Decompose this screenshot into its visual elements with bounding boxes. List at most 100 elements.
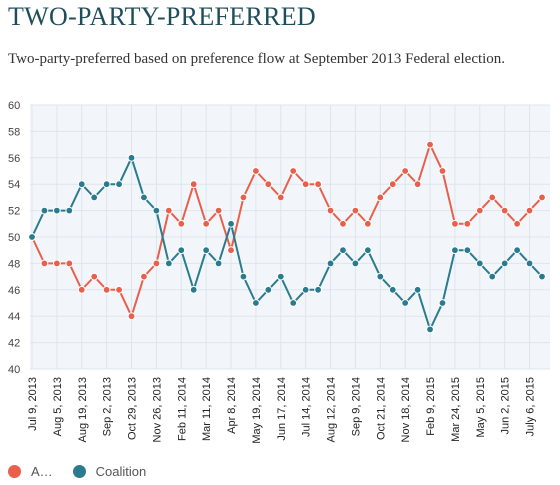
data-point-0 [339, 219, 347, 228]
data-point-1 [376, 272, 385, 281]
legend-label-alp: A… [31, 463, 53, 479]
data-point-0 [102, 285, 111, 294]
data-point-0 [140, 272, 148, 281]
data-point-1 [301, 285, 310, 294]
x-tick-label: Mar 11, 2014 [201, 377, 213, 441]
data-point-1 [401, 299, 410, 307]
data-point-0 [115, 285, 123, 294]
data-point-1 [52, 206, 61, 215]
data-point-0 [239, 193, 248, 202]
page-title: TWO-PARTY-PREFERRED [8, 2, 316, 31]
data-point-0 [488, 193, 497, 202]
x-tick-label: Oct 29, 2013 [127, 377, 139, 440]
legend-marker-alp [8, 464, 21, 478]
data-point-0 [264, 180, 273, 189]
legend-item-coalition[interactable]: Coalition [72, 463, 147, 479]
data-point-1 [451, 246, 459, 255]
data-point-1 [127, 153, 136, 162]
data-point-0 [252, 167, 260, 175]
data-point-0 [77, 285, 86, 294]
x-tick-label: Jun 17, 2014 [276, 377, 288, 441]
data-point-0 [164, 206, 173, 215]
data-point-1 [77, 180, 86, 189]
x-tick-label: Feb 9, 2015 [425, 377, 437, 436]
x-tick-label: May 5, 2015 [475, 377, 487, 438]
y-tick-label: 48 [8, 258, 20, 270]
data-point-0 [513, 219, 522, 228]
data-point-0 [314, 180, 322, 189]
data-point-0 [388, 180, 397, 189]
legend: A… Coalition [8, 462, 166, 480]
data-point-1 [339, 246, 347, 255]
data-point-1 [90, 193, 99, 202]
y-tick-label: 42 [8, 338, 20, 350]
data-point-0 [326, 206, 335, 215]
data-point-0 [40, 259, 49, 268]
y-tick-label: 52 [8, 206, 20, 218]
data-point-1 [413, 285, 422, 294]
data-point-1 [438, 299, 447, 307]
x-tick-label: Jun 2, 2015 [500, 377, 512, 435]
data-point-0 [463, 219, 472, 228]
x-tick-label: Apr 8, 2014 [226, 377, 238, 434]
data-point-1 [189, 285, 198, 294]
data-point-0 [538, 193, 546, 202]
data-point-0 [451, 219, 459, 228]
data-point-0 [475, 206, 484, 215]
page-subtitle: Two-party-preferred based on preference … [8, 51, 506, 67]
data-point-0 [214, 206, 223, 215]
legend-label-coalition: Coalition [95, 463, 147, 479]
data-point-1 [115, 180, 123, 189]
data-point-0 [90, 272, 99, 281]
data-point-0 [351, 206, 360, 215]
grid-layer [30, 104, 550, 370]
data-point-1 [326, 259, 335, 268]
data-point-0 [289, 167, 298, 175]
y-tick-label: 46 [8, 285, 20, 297]
y-tick-label: 60 [8, 100, 20, 112]
data-point-1 [314, 285, 322, 294]
data-point-1 [463, 246, 472, 255]
data-point-1 [40, 206, 49, 215]
data-point-0 [413, 180, 422, 189]
data-point-0 [500, 206, 509, 215]
data-point-0 [401, 167, 410, 175]
data-point-0 [276, 193, 285, 202]
data-point-1 [202, 246, 211, 255]
data-point-0 [152, 259, 161, 268]
data-point-0 [127, 312, 136, 321]
data-point-0 [376, 193, 385, 202]
y-tick-layer: 40 42 44 46 48 50 52 54 56 58 60 [8, 100, 20, 376]
data-point-0 [301, 180, 310, 189]
y-tick-label: 44 [8, 311, 20, 323]
x-tick-label: Oct 21, 2014 [375, 377, 387, 440]
data-point-1 [177, 246, 186, 255]
x-tick-label: Jul 14, 2014 [301, 377, 313, 437]
y-tick-label: 58 [8, 126, 20, 138]
y-tick-label: 54 [8, 179, 20, 191]
y-tick-label: 56 [8, 153, 20, 165]
data-point-1 [538, 272, 546, 281]
data-point-1 [426, 325, 434, 334]
series-layer [28, 140, 546, 334]
y-tick-label: 50 [8, 232, 20, 244]
x-tick-label: Mar 24, 2015 [450, 377, 462, 442]
data-point-1 [227, 219, 235, 228]
data-point-1 [388, 285, 397, 294]
data-point-0 [525, 206, 534, 215]
data-point-0 [52, 259, 61, 268]
data-point-0 [189, 180, 198, 189]
data-point-1 [152, 206, 161, 215]
x-tick-label: Sep 9, 2014 [350, 377, 362, 436]
y-tick-label: 40 [8, 364, 20, 376]
x-tick-label: Aug 19, 2013 [77, 377, 89, 442]
data-point-1 [264, 285, 273, 294]
data-point-1 [513, 246, 522, 255]
data-point-1 [252, 299, 260, 307]
data-point-1 [525, 259, 534, 268]
legend-marker-coalition [72, 464, 86, 478]
data-point-0 [202, 219, 211, 228]
legend-item-alp[interactable]: A… [8, 464, 53, 479]
data-point-1 [239, 272, 248, 281]
